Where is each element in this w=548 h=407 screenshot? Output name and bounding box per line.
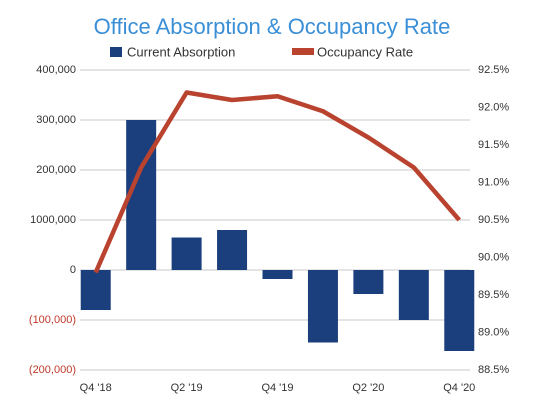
x-tick-label: Q4 '20	[443, 382, 475, 394]
line	[93, 90, 461, 274]
y-tick-label: (100,000)	[29, 314, 76, 326]
chart-title: Office Absorption & Occupancy Rate	[94, 14, 451, 39]
y-tick-label: (200,000)	[29, 364, 76, 376]
y-tick-label: 0	[70, 264, 76, 276]
bar	[398, 270, 429, 320]
y-tick-label: 400,000	[36, 64, 76, 76]
legend-label: Current Absorption	[127, 44, 235, 59]
legend-swatch	[292, 48, 314, 55]
bar	[444, 270, 475, 351]
y2-tick-label: 92.5%	[478, 64, 509, 76]
x-tick-label: Q4 '18	[80, 382, 112, 394]
x-tick-label: Q2 '20	[352, 382, 384, 394]
y2-tick-label: 88.5%	[478, 364, 509, 376]
y2-tick-label: 89.5%	[478, 289, 509, 301]
x-tick-label: Q4 '19	[261, 382, 293, 394]
y2-tick-label: 91.0%	[478, 176, 509, 188]
y-tick-label: 1000,000	[30, 214, 76, 226]
bar	[353, 270, 384, 294]
y2-tick-label: 90.0%	[478, 251, 509, 263]
bar	[217, 230, 248, 270]
bar	[262, 270, 293, 279]
legend-swatch	[110, 47, 122, 57]
y2-tick-label: 90.5%	[478, 214, 509, 226]
y-tick-label: 300,000	[36, 114, 76, 126]
bar	[307, 270, 338, 343]
x-tick-label: Q2 '19	[171, 382, 203, 394]
bar	[171, 237, 202, 270]
bar	[80, 270, 111, 310]
y2-tick-label: 91.5%	[478, 139, 509, 151]
y2-tick-label: 89.0%	[478, 326, 509, 338]
legend-label: Occupancy Rate	[317, 44, 413, 59]
y-tick-label: 200,000	[36, 164, 76, 176]
y2-tick-label: 92.0%	[478, 101, 509, 113]
